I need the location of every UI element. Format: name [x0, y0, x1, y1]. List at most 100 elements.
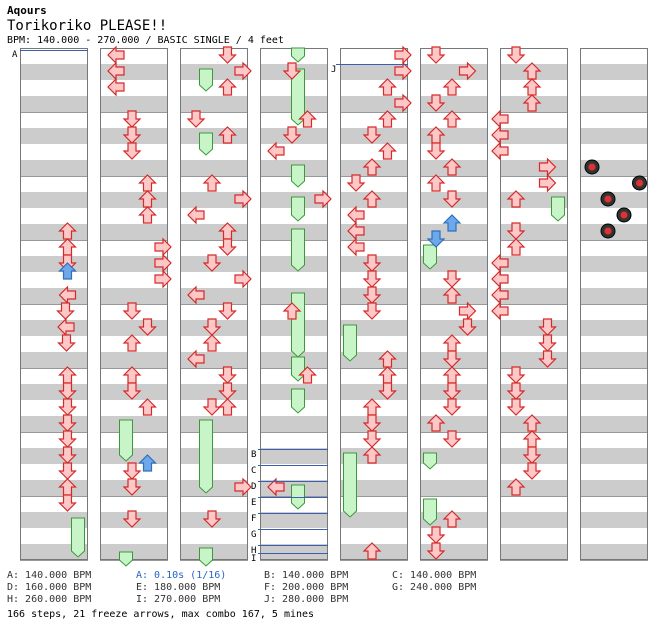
step-arrow: [58, 446, 77, 464]
step-arrow: [202, 510, 222, 528]
step-arrow: [218, 46, 237, 64]
column-2: [100, 45, 172, 567]
step-arrow: [107, 77, 125, 97]
legend-entry: G: 240.000 BPM: [392, 582, 477, 593]
step-arrow-blue: [58, 262, 77, 280]
step-arrow: [58, 494, 77, 512]
step-arrow: [218, 78, 237, 96]
step-arrow: [378, 382, 397, 400]
freeze-arrow: [291, 47, 305, 63]
freeze-arrow: [199, 547, 213, 567]
step-arrow: [442, 398, 462, 416]
freeze-arrow: [119, 551, 133, 567]
step-arrow: [267, 141, 285, 161]
freeze-arrow: [291, 388, 305, 414]
artist-name: Aqours: [7, 4, 47, 17]
step-arrow: [218, 382, 237, 400]
column-8: [580, 48, 648, 561]
step-arrow: [58, 382, 77, 400]
step-arrow: [122, 126, 142, 144]
step-arrow: [122, 510, 142, 528]
column-5: [340, 45, 412, 561]
step-arrow: [538, 318, 557, 336]
freeze-arrow: [423, 244, 437, 270]
step-arrow: [187, 205, 205, 225]
step-arrow: [234, 269, 252, 289]
step-arrow: [186, 110, 206, 128]
freeze-arrow: [291, 228, 305, 272]
bpm-marker: F: [251, 514, 256, 524]
step-arrow: [58, 414, 77, 432]
step-arrow: [138, 206, 157, 224]
step-arrow: [458, 301, 477, 321]
step-arrow: [538, 173, 557, 193]
column-border: [100, 48, 168, 560]
step-arrow: [218, 302, 237, 320]
legend-entry: H: 260.000 BPM: [7, 594, 92, 605]
step-arrow: [218, 238, 237, 256]
column-4: [260, 47, 332, 561]
legend-entry: E: 180.000 BPM: [136, 582, 221, 593]
step-arrow: [346, 174, 366, 192]
step-arrow: [57, 317, 75, 337]
step-arrow: [58, 462, 77, 480]
freeze-arrow: [291, 164, 305, 188]
step-arrow: [187, 285, 205, 305]
step-arrow: [506, 46, 526, 64]
step-arrow: [506, 366, 526, 384]
step-arrow: [202, 254, 222, 272]
step-arrow: [122, 302, 142, 320]
column-7: [491, 46, 568, 561]
step-arrow: [426, 414, 446, 432]
step-arrow: [506, 398, 526, 416]
freeze-arrow: [291, 292, 305, 358]
step-arrow: [506, 478, 526, 496]
step-arrow: [298, 110, 317, 128]
step-arrow: [362, 158, 382, 176]
step-arrow: [187, 349, 205, 369]
step-arrow: [234, 61, 252, 81]
step-arrow: [442, 190, 462, 208]
step-arrow: [56, 302, 75, 320]
step-arrow: [362, 190, 382, 208]
step-arrow: [522, 94, 542, 112]
step-arrow: [506, 382, 526, 400]
step-arrow: [442, 110, 462, 128]
legend-entry-stop: A: 0.10s (1/16): [136, 570, 227, 581]
legend-entry: B: 140.000 BPM: [264, 570, 349, 581]
step-arrow-blue: [138, 454, 157, 472]
step-arrow: [202, 398, 222, 416]
step-arrow: [58, 398, 77, 416]
step-arrow: [57, 334, 76, 352]
freeze-arrow: [71, 517, 85, 558]
freeze-arrow: [119, 419, 133, 462]
freeze-arrow: [291, 196, 305, 222]
step-arrow: [442, 382, 462, 400]
step-arrow: [234, 477, 252, 497]
bpm-marker: B: [251, 450, 256, 460]
step-arrow: [442, 510, 462, 528]
step-arrow: [202, 318, 222, 336]
step-arrow: [218, 366, 237, 384]
column-1: [20, 48, 88, 561]
step-arrow: [122, 334, 142, 352]
step-arrow: [362, 542, 382, 560]
bpm-marker: D: [251, 482, 256, 492]
step-arrow: [202, 174, 222, 192]
step-arrow: [442, 350, 462, 368]
freeze-arrow: [291, 356, 305, 382]
freeze-arrow: [199, 68, 213, 92]
step-arrow: [538, 334, 557, 352]
freeze-arrow: [291, 68, 305, 126]
freeze-arrow: [423, 452, 437, 470]
step-arrow: [442, 430, 462, 448]
step-arrow: [122, 462, 142, 480]
column-border: [580, 48, 648, 560]
freeze-arrow: [343, 452, 357, 518]
bpm-marker: H: [251, 546, 256, 556]
step-arrow: [506, 190, 526, 208]
step-arrow: [426, 542, 446, 560]
column-3: [180, 46, 252, 567]
step-arrow: [426, 46, 446, 64]
